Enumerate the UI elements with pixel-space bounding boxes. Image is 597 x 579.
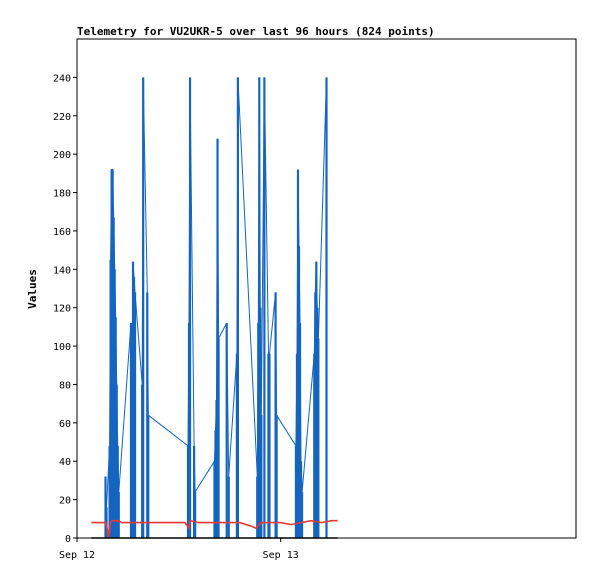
series-layer (91, 77, 338, 539)
series-1-trace (91, 519, 338, 539)
y-tick-label: 220 (53, 112, 71, 123)
y-tick-label: 160 (53, 227, 71, 238)
y-tick-label: 0 (65, 534, 71, 545)
y-tick-label: 60 (59, 419, 71, 430)
y-tick-label: 120 (53, 304, 71, 315)
y-tick-label: 200 (53, 150, 71, 161)
x-axis: Sep 12 Sep 13 (59, 538, 299, 561)
y-tick-label: 140 (53, 265, 71, 276)
y-axis: 0 20 40 60 80 100 120 140 160 180 200 220 240 (53, 73, 77, 545)
y-tick-label: 240 (53, 73, 71, 84)
x-tick-label: Sep 13 (263, 550, 299, 561)
y-tick-label: 40 (59, 457, 71, 468)
y-tick-label: 80 (59, 380, 71, 391)
y-tick-label: 180 (53, 189, 71, 200)
y-axis-label: Values (26, 269, 39, 309)
x-tick-label: Sep 12 (59, 550, 95, 561)
y-tick-label: 100 (53, 342, 71, 353)
chart-title: Telemetry for VU2UKR-5 over last 96 hour… (77, 25, 435, 38)
y-tick-label: 20 (59, 496, 71, 507)
